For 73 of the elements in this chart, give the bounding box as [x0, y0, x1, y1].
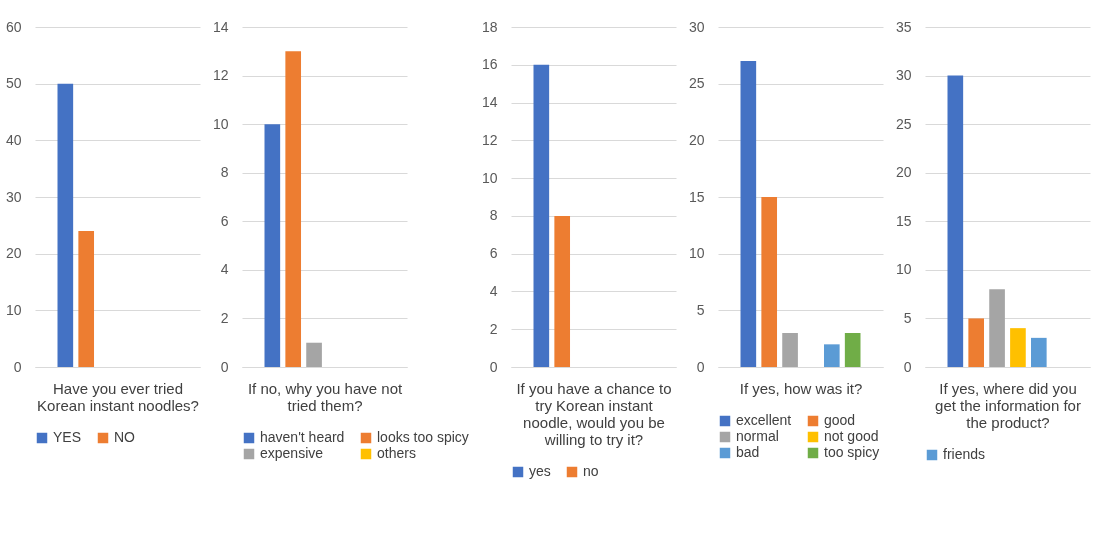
y-tick-label: 14 — [481, 94, 498, 111]
y-tick-label: 0 — [696, 358, 705, 375]
y-tick-label: 30 — [895, 67, 912, 84]
y-tick-label: 18 — [481, 18, 498, 35]
bar — [761, 197, 778, 367]
legend-label: too spicy — [824, 444, 880, 460]
legend-label: NO — [114, 429, 136, 445]
bar — [844, 333, 861, 367]
legend-label: friends — [943, 446, 986, 462]
y-tick-label: 10 — [481, 169, 498, 186]
y-tick-label: 0 — [903, 358, 912, 375]
bar — [306, 342, 322, 367]
y-tick-label: 4 — [220, 261, 229, 278]
y-tick-label: 12 — [212, 67, 229, 84]
y-tick-label: 20 — [5, 245, 22, 262]
legend-label: no — [583, 463, 599, 479]
bar — [1030, 337, 1047, 367]
legend-label: expensive — [260, 445, 324, 461]
y-tick-label: 30 — [5, 188, 22, 205]
bar — [740, 61, 757, 367]
y-tick-label: 0 — [220, 358, 229, 375]
x-axis-title: If yes, how was it? — [739, 379, 863, 397]
y-tick-label: 12 — [481, 131, 498, 148]
legend-label: haven't heard — [260, 429, 345, 445]
y-tick-label: 10 — [212, 115, 229, 132]
y-tick-label: 10 — [895, 261, 912, 278]
y-tick-label: 2 — [489, 320, 498, 337]
legend-label: normal — [736, 428, 779, 444]
bar — [264, 124, 281, 367]
y-tick-label: 15 — [688, 188, 705, 205]
y-tick-label: 20 — [895, 164, 912, 181]
bar — [947, 75, 964, 367]
y-tick-label: 8 — [489, 207, 498, 224]
y-tick-label: 10 — [5, 301, 22, 318]
bar — [989, 289, 1005, 367]
bar — [823, 344, 840, 367]
y-tick-label: 8 — [220, 164, 229, 181]
x-axis-title: Have you ever tried Korean instant noodles? — [37, 379, 199, 414]
legend-label: looks too spicy — [377, 429, 469, 445]
y-tick-label: 2 — [220, 309, 229, 326]
y-tick-label: 0 — [13, 358, 22, 375]
x-axis-title: If no, why you have not tried them? — [247, 379, 403, 414]
y-tick-label: 15 — [895, 212, 912, 229]
y-tick-label: 5 — [696, 301, 705, 318]
legend-label: bad — [736, 444, 760, 460]
y-tick-label: 25 — [895, 115, 912, 132]
y-tick-label: 30 — [688, 18, 705, 35]
y-tick-label: 5 — [903, 309, 912, 326]
y-tick-label: 14 — [212, 18, 229, 35]
y-tick-label: 50 — [5, 75, 22, 92]
legend-label: others — [377, 445, 416, 461]
y-tick-label: 25 — [688, 75, 705, 92]
y-tick-label: 4 — [489, 282, 498, 299]
bar — [782, 333, 798, 367]
y-tick-label: 6 — [489, 245, 498, 262]
x-axis-title: If yes, where did you get the information for the product? — [935, 379, 1081, 431]
bar — [285, 51, 302, 367]
legend-label: yes — [529, 463, 551, 479]
legend-label: excellent — [736, 412, 792, 428]
legend-label: YES — [53, 429, 82, 445]
y-tick-label: 10 — [688, 245, 705, 262]
y-tick-label: 35 — [895, 18, 912, 35]
legend-label: not good — [824, 428, 879, 444]
bar — [1010, 328, 1026, 367]
y-tick-label: 60 — [5, 18, 22, 35]
legend-label: good — [824, 412, 856, 428]
y-tick-label: 16 — [481, 56, 498, 73]
y-tick-label: 0 — [489, 358, 498, 375]
y-tick-label: 40 — [5, 131, 22, 148]
bar — [968, 318, 985, 367]
y-tick-label: 6 — [220, 212, 229, 229]
y-tick-label: 20 — [688, 131, 705, 148]
x-axis-title: If you have a chance to try Korean instant noodle, would you be willing to try it? — [516, 379, 672, 448]
